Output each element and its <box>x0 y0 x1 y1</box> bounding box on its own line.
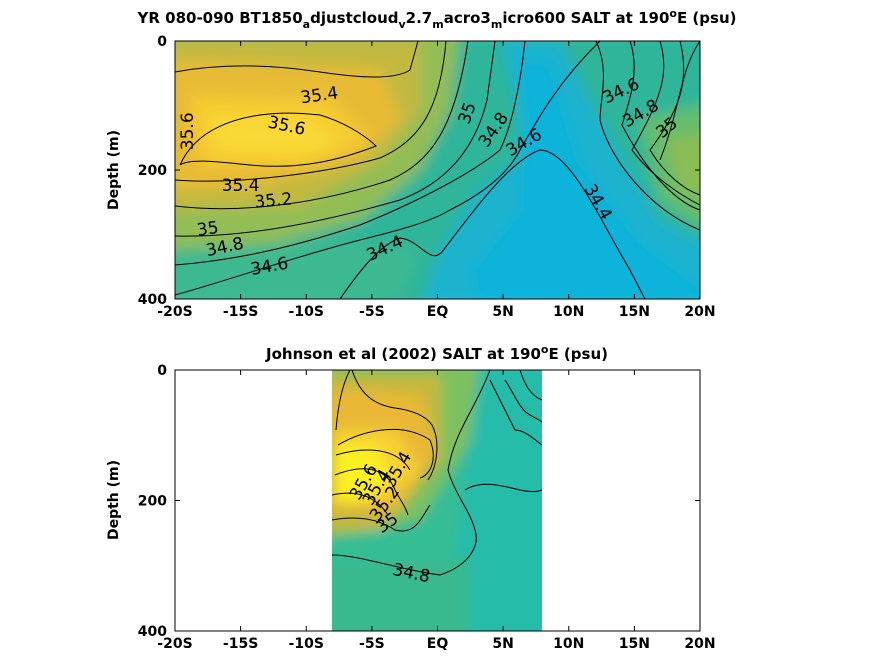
x-tick-label: 15N <box>619 304 650 320</box>
x-tick-label: -20S <box>157 636 192 652</box>
panel1-ylabel: Depth (m) <box>106 130 122 210</box>
x-tick-label: 15N <box>619 636 650 652</box>
x-tick-label: -5S <box>359 304 385 320</box>
panel2-ylabel: Depth (m) <box>106 460 122 540</box>
x-tick-label: 20N <box>684 304 715 320</box>
x-tick-label: 10N <box>553 636 584 652</box>
panel2-contours <box>332 370 542 576</box>
x-tick-label: 5N <box>492 304 513 320</box>
x-tick-label: -5S <box>359 636 385 652</box>
panel1-ticks: -20S -15S -10S -5S EQ 5N 10N 15N 20N 0 200 400 <box>138 34 716 320</box>
x-tick-label: -10S <box>289 304 324 320</box>
x-tick-label: 5N <box>492 636 513 652</box>
panel1-field <box>175 41 700 299</box>
contour-label: 35.6 <box>178 112 198 150</box>
panel1-contours <box>175 41 700 299</box>
x-tick-label: -10S <box>289 636 324 652</box>
contour-label: 35.4 <box>222 176 260 196</box>
y-tick-label: 0 <box>157 363 167 379</box>
y-tick-label: 200 <box>138 494 167 510</box>
x-tick-label: EQ <box>427 636 449 652</box>
x-tick-label: -15S <box>223 304 258 320</box>
contour-label: 35.2 <box>254 189 293 212</box>
contour-label: 35 <box>196 218 220 241</box>
y-tick-label: 400 <box>138 624 167 640</box>
panel2-ticks: -20S -15S -10S -5S EQ 5N 10N 15N 20N 0 200 400 <box>138 363 716 652</box>
x-tick-label: 10N <box>553 304 584 320</box>
y-tick-label: 0 <box>157 34 167 50</box>
x-tick-label: EQ <box>427 304 449 320</box>
panel-model: YR 080-090 BT1850adjustcloudv2.7macro3mi… <box>106 7 736 320</box>
y-tick-label: 200 <box>138 163 167 179</box>
panel-observed: Johnson et al (2002) SALT at 190oE (psu) <box>106 343 716 652</box>
panel1-title: YR 080-090 BT1850adjustcloudv2.7macro3mi… <box>137 7 737 31</box>
x-tick-label: 20N <box>684 636 715 652</box>
x-tick-label: -15S <box>223 636 258 652</box>
panel2-field <box>332 370 542 631</box>
panel2-title: Johnson et al (2002) SALT at 190oE (psu) <box>265 343 608 363</box>
x-tick-label: -20S <box>157 304 192 320</box>
y-tick-label: 400 <box>138 292 167 308</box>
